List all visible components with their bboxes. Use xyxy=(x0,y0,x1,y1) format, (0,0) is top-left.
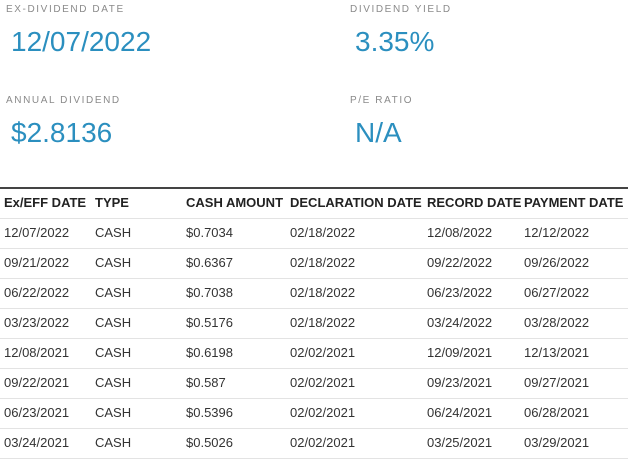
table-cell: 06/22/2022 xyxy=(4,285,70,300)
table-cell: 12/07/2022 xyxy=(4,225,70,240)
table-cell: $0.5176 xyxy=(186,315,233,330)
table-cell: 06/27/2022 xyxy=(524,285,590,300)
table-cell: 09/23/2021 xyxy=(427,375,493,390)
table-cell: 12/12/2022 xyxy=(524,225,590,240)
table-cell: $0.5026 xyxy=(186,435,233,450)
table-cell: 06/23/2022 xyxy=(427,285,493,300)
stat-value: N/A xyxy=(355,117,402,148)
table-cell: 02/18/2022 xyxy=(290,315,356,330)
table-cell: CASH xyxy=(95,225,132,240)
table-cell: 02/18/2022 xyxy=(290,225,356,240)
table-cell: 12/13/2021 xyxy=(524,345,590,360)
table-cell: 06/23/2021 xyxy=(4,405,70,420)
table-cell: CASH xyxy=(95,315,132,330)
table-cell: 09/26/2022 xyxy=(524,255,590,270)
table-cell: 12/09/2021 xyxy=(427,345,493,360)
table-cell: 03/24/2021 xyxy=(4,435,70,450)
table-cell: 09/21/2022 xyxy=(4,255,70,270)
table-top-border xyxy=(0,187,628,189)
table-cell: 02/02/2021 xyxy=(290,375,356,390)
row-rule xyxy=(0,278,628,279)
table-cell: CASH xyxy=(95,285,132,300)
table-cell: 06/28/2021 xyxy=(524,405,590,420)
table-cell: $0.587 xyxy=(186,375,226,390)
table-cell: 06/24/2021 xyxy=(427,405,493,420)
column-header: DECLARATION DATE xyxy=(290,195,422,210)
row-rule xyxy=(0,428,628,429)
table-cell: 12/08/2021 xyxy=(4,345,70,360)
table-cell: $0.7038 xyxy=(186,285,233,300)
stat-label: P/E RATIO xyxy=(350,95,414,106)
table-cell: 09/22/2022 xyxy=(427,255,493,270)
row-rule xyxy=(0,368,628,369)
table-cell: 02/02/2021 xyxy=(290,405,356,420)
table-cell: 03/28/2022 xyxy=(524,315,590,330)
row-rule xyxy=(0,398,628,399)
table-cell: CASH xyxy=(95,435,132,450)
table-cell: 09/27/2021 xyxy=(524,375,590,390)
table-cell: 03/23/2022 xyxy=(4,315,70,330)
column-header: RECORD DATE xyxy=(427,195,522,210)
stat-label: DIVIDEND YIELD xyxy=(350,4,452,15)
table-cell: 02/18/2022 xyxy=(290,285,356,300)
row-rule xyxy=(0,338,628,339)
table-cell: 03/25/2021 xyxy=(427,435,493,450)
table-cell: CASH xyxy=(95,375,132,390)
stat-value: 12/07/2022 xyxy=(11,26,152,57)
table-cell: 12/08/2022 xyxy=(427,225,493,240)
header-rule xyxy=(0,218,628,219)
table-cell: $0.6198 xyxy=(186,345,233,360)
table-cell: 02/18/2022 xyxy=(290,255,356,270)
row-rule xyxy=(0,308,628,309)
table-cell: 02/02/2021 xyxy=(290,435,356,450)
table-cell: $0.5396 xyxy=(186,405,233,420)
column-header: TYPE xyxy=(95,195,129,210)
table-cell: 09/22/2021 xyxy=(4,375,70,390)
column-header: CASH AMOUNT xyxy=(186,195,284,210)
row-rule xyxy=(0,248,628,249)
table-cell: $0.7034 xyxy=(186,225,233,240)
table-cell: 03/24/2022 xyxy=(427,315,493,330)
table-cell: $0.6367 xyxy=(186,255,233,270)
table-cell: CASH xyxy=(95,345,132,360)
table-cell: CASH xyxy=(95,405,132,420)
column-header: Ex/EFF DATE xyxy=(4,195,87,210)
stat-value: $2.8136 xyxy=(11,117,113,148)
stat-value: 3.35% xyxy=(355,26,435,57)
table-cell: 02/02/2021 xyxy=(290,345,356,360)
table-cell: CASH xyxy=(95,255,132,270)
stat-label: EX-DIVIDEND DATE xyxy=(6,4,125,15)
table-cell: 03/29/2021 xyxy=(524,435,590,450)
stat-label: ANNUAL DIVIDEND xyxy=(6,95,121,106)
column-header: PAYMENT DATE xyxy=(524,195,624,210)
